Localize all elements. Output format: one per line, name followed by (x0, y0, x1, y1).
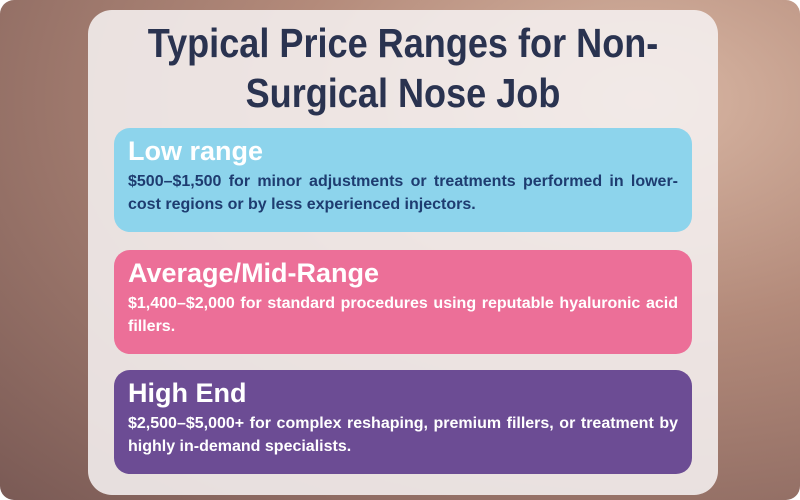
card: High End $2,500–$5,000+ for complex resh… (114, 370, 692, 474)
title: Typical Price Ranges for Non-Surgical No… (147, 20, 659, 116)
card-heading: Average/Mid-Range (128, 258, 380, 288)
card-heading: Low range (128, 136, 264, 166)
card-text: $2,500–$5,000+ for complex reshaping, pr… (128, 415, 678, 455)
card: Low range $500–$1,500 for minor adjustme… (114, 128, 692, 232)
card-heading: High End (128, 378, 247, 408)
card-text: $1,400–$2,000 for standard procedures us… (128, 295, 678, 335)
card: Average/Mid-Range $1,400–$2,000 for stan… (114, 250, 692, 354)
card-text: $500–$1,500 for minor adjustments or tre… (128, 173, 678, 213)
